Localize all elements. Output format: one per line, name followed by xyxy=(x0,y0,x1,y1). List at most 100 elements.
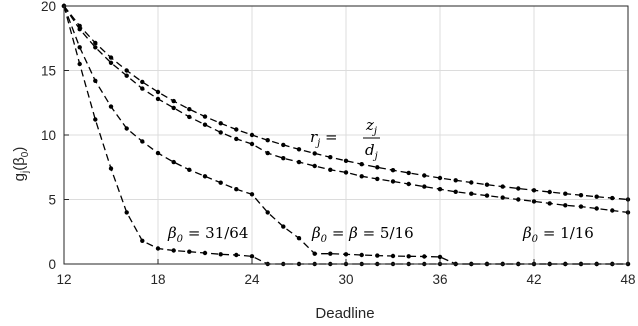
data-point xyxy=(108,166,114,171)
data-point xyxy=(328,251,333,256)
data-point xyxy=(202,114,208,119)
data-point xyxy=(187,167,192,172)
data-point xyxy=(249,132,255,138)
data-point xyxy=(155,150,161,156)
data-point xyxy=(296,236,302,241)
data-point xyxy=(202,250,208,256)
data-point xyxy=(171,248,176,253)
data-point xyxy=(77,61,82,67)
data-point xyxy=(187,107,192,112)
data-point xyxy=(171,105,176,111)
data-point xyxy=(155,89,161,95)
data-point xyxy=(359,162,364,167)
data-point xyxy=(469,191,474,196)
data-point xyxy=(187,249,192,254)
annotation-beta-31-64: β0 = 31/64 xyxy=(167,224,248,245)
data-point xyxy=(93,40,98,46)
data-point xyxy=(202,122,208,127)
data-point xyxy=(563,191,568,196)
data-point xyxy=(93,78,98,84)
data-point xyxy=(124,210,129,215)
data-point xyxy=(77,45,82,50)
data-point xyxy=(406,181,411,187)
data-point xyxy=(437,187,443,192)
x-tick-label: 24 xyxy=(244,272,260,287)
data-point xyxy=(610,208,615,213)
data-point xyxy=(108,60,114,65)
data-point xyxy=(77,27,82,32)
y-tick-label: 5 xyxy=(48,193,56,208)
data-point xyxy=(234,136,239,142)
data-point xyxy=(234,187,239,192)
data-point xyxy=(406,254,411,259)
data-point xyxy=(469,180,474,185)
data-point xyxy=(531,199,537,204)
data-point xyxy=(422,184,427,189)
data-point xyxy=(234,127,239,132)
data-point xyxy=(312,251,317,256)
data-point xyxy=(124,68,129,73)
data-point xyxy=(437,175,443,181)
data-point xyxy=(265,210,270,215)
data-point xyxy=(140,86,145,91)
data-point xyxy=(594,194,599,199)
data-point xyxy=(422,254,427,259)
data-point xyxy=(390,253,396,259)
data-point xyxy=(375,165,380,170)
data-point xyxy=(249,254,255,259)
data-point xyxy=(155,246,161,251)
data-point xyxy=(359,174,364,179)
data-point xyxy=(140,139,145,144)
tick-layer: 12 18 24 30 36 42 48 0 5 10 15 20 xyxy=(41,0,636,287)
data-point xyxy=(234,252,239,258)
data-point xyxy=(171,159,176,165)
data-point xyxy=(500,184,505,189)
data-point xyxy=(296,159,302,165)
y-tick-label: 0 xyxy=(48,257,56,272)
data-point xyxy=(578,193,584,198)
data-point xyxy=(453,189,458,194)
y-tick-label: 20 xyxy=(41,0,56,14)
x-tick-label: 48 xyxy=(620,272,635,287)
data-point xyxy=(594,206,599,211)
data-point xyxy=(108,55,114,60)
data-point xyxy=(516,197,521,202)
y-tick-label: 15 xyxy=(41,64,56,79)
data-point xyxy=(453,178,458,183)
data-point xyxy=(187,114,192,120)
data-point xyxy=(202,174,208,179)
data-point xyxy=(375,253,380,258)
x-axis-title: Deadline xyxy=(315,305,374,322)
data-point xyxy=(563,203,568,208)
data-point xyxy=(343,252,349,257)
data-point xyxy=(375,176,380,182)
annotation-beta-1-16: β0 = 1/16 xyxy=(522,224,594,245)
data-point xyxy=(265,138,270,143)
data-point xyxy=(390,179,396,184)
data-point xyxy=(328,167,333,172)
x-tick-label: 42 xyxy=(526,272,541,287)
data-point xyxy=(312,163,317,169)
data-point xyxy=(500,195,505,200)
x-tick-label: 12 xyxy=(56,272,71,287)
data-point xyxy=(437,254,443,260)
svg-text:dj: dj xyxy=(365,141,378,162)
data-point xyxy=(547,189,552,195)
data-point xyxy=(390,168,396,173)
data-point xyxy=(108,104,114,109)
data-point xyxy=(124,73,129,78)
data-point xyxy=(93,117,98,122)
data-point xyxy=(406,170,411,176)
data-point xyxy=(484,193,490,198)
data-point xyxy=(281,224,286,229)
data-point xyxy=(249,192,255,197)
data-point xyxy=(249,141,255,147)
data-point xyxy=(578,204,584,209)
data-point xyxy=(484,182,490,187)
data-point xyxy=(516,186,521,191)
data-point xyxy=(610,195,615,201)
data-point xyxy=(218,130,223,135)
data-point xyxy=(218,180,223,185)
data-point xyxy=(531,188,537,193)
